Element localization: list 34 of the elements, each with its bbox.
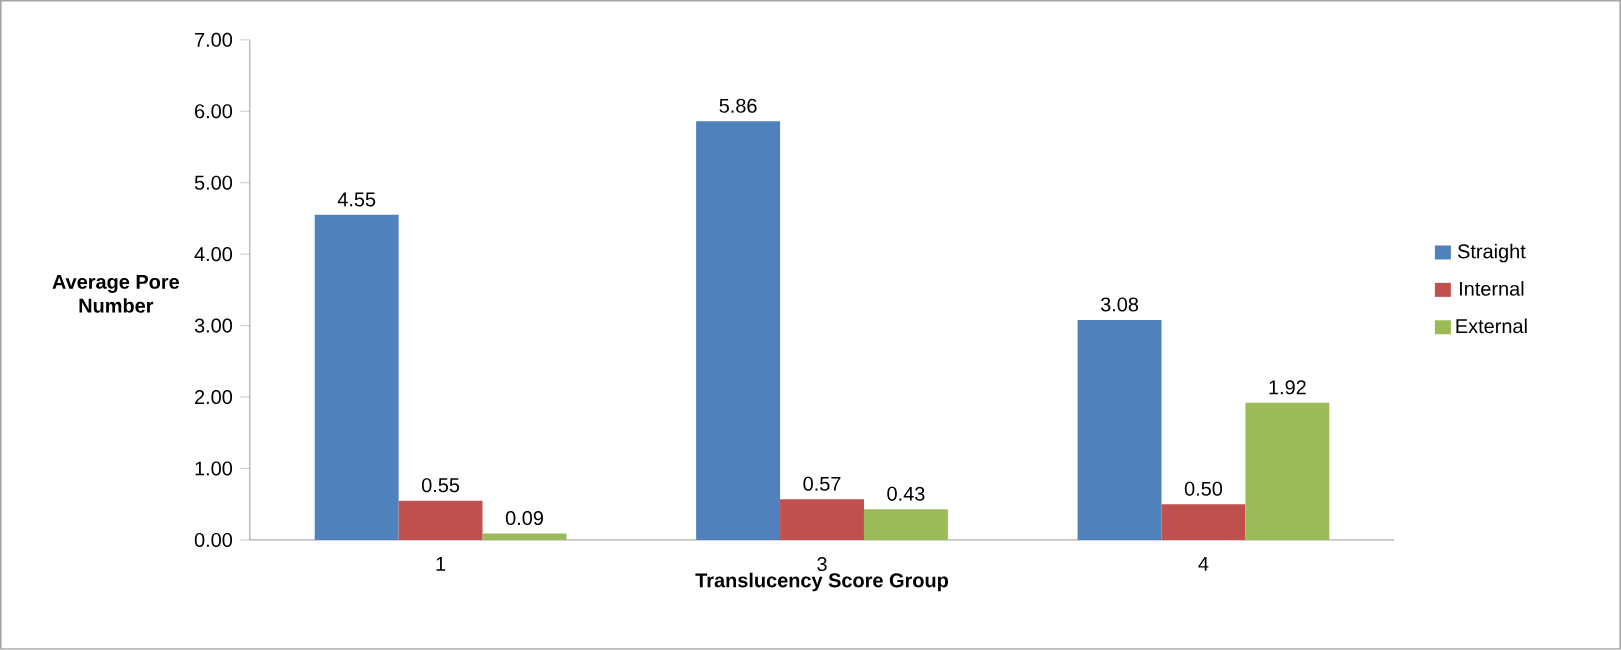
data-label: 3.08 [1100,297,1139,312]
legend-label: Straight [1457,243,1526,263]
data-label: 1.92 [1269,380,1306,395]
bar [863,509,948,541]
y-tick-label: 0.00 [194,533,233,548]
y-tick-label: 7.00 [195,32,233,47]
x-axis-title: Translucency Score Group [695,572,949,592]
y-tick-label: 2.00 [195,390,233,405]
bar [696,121,781,541]
x-tick-label: 3 [817,557,827,572]
data-label: 0.57 [803,476,841,491]
bar [314,214,399,541]
y-tick-label: 1.00 [195,461,233,476]
y-tick-label: 4.00 [194,247,233,262]
data-label: 0.09 [505,511,543,526]
data-label: 4.55 [337,192,376,207]
y-tick-label: 3.00 [194,318,233,333]
data-label: 0.55 [421,478,460,493]
bar [780,499,864,541]
legend-label: External [1456,318,1527,334]
data-label: 5.86 [719,98,757,113]
data-label: 0.43 [887,486,925,501]
y-axis-title: Average Pore Number [52,275,180,313]
y-tick-label: 5.00 [194,175,233,190]
y-tick-label: 6.00 [195,104,233,119]
bar [1245,402,1330,541]
bar [482,533,567,541]
bar [398,500,483,541]
bar [1161,504,1246,541]
bar [1077,320,1162,541]
x-tick-label: 4 [1198,557,1209,571]
legend-label: Internal [1460,281,1524,296]
x-tick-label: 1 [436,557,446,571]
data-label: 0.50 [1184,481,1223,496]
